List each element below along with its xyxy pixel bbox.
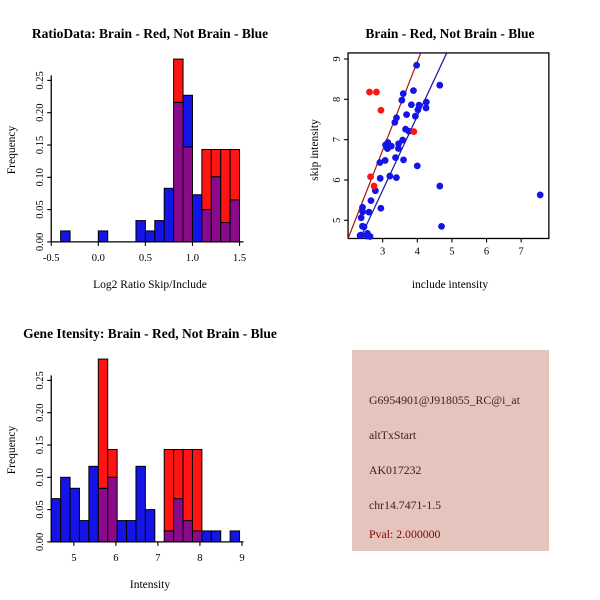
svg-text:8: 8 [197, 553, 202, 564]
svg-text:Pval: 2.000000: Pval: 2.000000 [369, 527, 441, 541]
svg-text:0.00: 0.00 [35, 533, 46, 551]
svg-text:0.20: 0.20 [35, 404, 46, 422]
svg-text:0.5: 0.5 [139, 253, 152, 264]
svg-text:6: 6 [113, 553, 118, 564]
svg-text:Brain - Red, Not Brain - Blue: Brain - Red, Not Brain - Blue [365, 26, 534, 41]
svg-text:6: 6 [332, 177, 343, 182]
svg-text:4: 4 [415, 246, 421, 257]
svg-text:0.20: 0.20 [35, 104, 46, 122]
svg-text:5: 5 [332, 218, 343, 223]
svg-text:Intensity: Intensity [130, 579, 170, 591]
svg-text:0.05: 0.05 [35, 200, 46, 218]
svg-text:7: 7 [332, 137, 343, 142]
svg-text:6: 6 [484, 246, 489, 257]
svg-text:Frequency: Frequency [6, 125, 18, 174]
svg-text:-0.5: -0.5 [43, 253, 60, 264]
svg-text:altTxStart: altTxStart [369, 428, 417, 442]
svg-text:G6954901@J918055_RC@i_at: G6954901@J918055_RC@i_at [369, 393, 521, 407]
svg-text:0.25: 0.25 [35, 371, 46, 389]
svg-text:9: 9 [239, 553, 244, 564]
svg-text:7: 7 [155, 553, 160, 564]
svg-text:3: 3 [380, 246, 385, 257]
svg-text:1.5: 1.5 [233, 253, 246, 264]
svg-text:chr14.7471-1.5: chr14.7471-1.5 [369, 498, 441, 512]
svg-text:8: 8 [332, 97, 343, 102]
svg-text:9: 9 [332, 56, 343, 61]
svg-text:0.15: 0.15 [35, 136, 46, 154]
svg-text:0.10: 0.10 [35, 468, 46, 486]
svg-text:Frequency: Frequency [6, 425, 18, 474]
svg-text:0.25: 0.25 [35, 71, 46, 89]
svg-text:1.0: 1.0 [186, 253, 199, 264]
svg-text:RatioData: Brain - Red, Not Br: RatioData: Brain - Red, Not Brain - Blue [32, 26, 268, 41]
svg-text:0.15: 0.15 [35, 436, 46, 454]
svg-text:AK017232: AK017232 [369, 463, 422, 477]
svg-text:skip intensity: skip intensity [309, 119, 321, 181]
svg-text:7: 7 [519, 246, 524, 257]
svg-text:Log2 Ratio Skip/Include: Log2 Ratio Skip/Include [93, 279, 207, 291]
svg-text:include intensity: include intensity [412, 279, 489, 291]
svg-text:0.05: 0.05 [35, 500, 46, 518]
svg-text:Gene Itensity: Brain - Red, No: Gene Itensity: Brain - Red, Not Brain - … [23, 326, 277, 341]
svg-text:0.10: 0.10 [35, 168, 46, 186]
svg-text:5: 5 [449, 246, 454, 257]
svg-text:0.0: 0.0 [92, 253, 105, 264]
svg-text:5: 5 [71, 553, 76, 564]
svg-text:0.00: 0.00 [35, 233, 46, 251]
